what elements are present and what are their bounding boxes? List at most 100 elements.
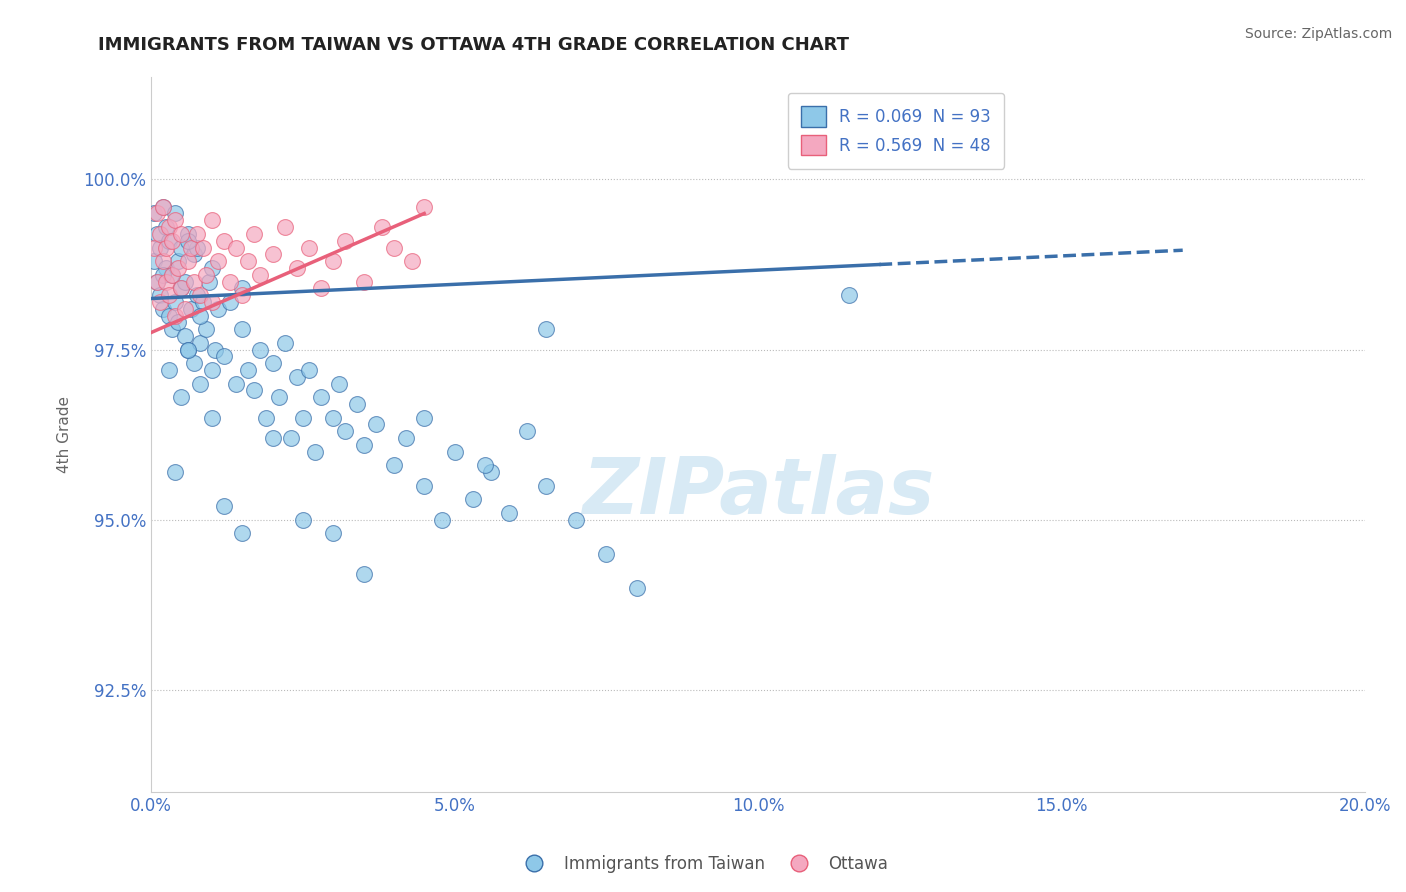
Point <box>280 431 302 445</box>
Point <box>249 268 271 282</box>
Point <box>413 200 436 214</box>
Point <box>212 234 235 248</box>
Point <box>165 206 187 220</box>
Point <box>162 322 184 336</box>
Point <box>285 369 308 384</box>
Point <box>534 322 557 336</box>
Point <box>157 234 180 248</box>
Point <box>231 288 253 302</box>
Point <box>516 424 538 438</box>
Text: Source: ZipAtlas.com: Source: ZipAtlas.com <box>1244 27 1392 41</box>
Point <box>157 309 180 323</box>
Point <box>219 275 242 289</box>
Point <box>413 478 436 492</box>
Point <box>626 581 648 595</box>
Point <box>309 281 332 295</box>
Point <box>191 294 214 309</box>
Point <box>167 254 190 268</box>
Point <box>298 240 321 254</box>
Point <box>186 240 208 254</box>
Point <box>231 526 253 541</box>
Point <box>432 513 454 527</box>
Point <box>838 288 860 302</box>
Point <box>219 294 242 309</box>
Point <box>291 410 314 425</box>
Point <box>382 240 405 254</box>
Point <box>165 294 187 309</box>
Point <box>243 384 266 398</box>
Point <box>188 376 211 391</box>
Point <box>188 309 211 323</box>
Point <box>173 301 195 316</box>
Point <box>149 288 172 302</box>
Point <box>335 424 357 438</box>
Point <box>176 254 198 268</box>
Point <box>204 343 226 357</box>
Point <box>298 363 321 377</box>
Point <box>309 390 332 404</box>
Point <box>262 247 284 261</box>
Point <box>157 288 180 302</box>
Point <box>262 356 284 370</box>
Point <box>146 275 169 289</box>
Point <box>165 213 187 227</box>
Point <box>231 322 253 336</box>
Point <box>201 213 224 227</box>
Point <box>243 227 266 241</box>
Point <box>149 294 172 309</box>
Point <box>212 349 235 363</box>
Point <box>201 410 224 425</box>
Point <box>155 220 177 235</box>
Text: IMMIGRANTS FROM TAIWAN VS OTTAWA 4TH GRADE CORRELATION CHART: IMMIGRANTS FROM TAIWAN VS OTTAWA 4TH GRA… <box>98 36 849 54</box>
Point <box>155 275 177 289</box>
Point <box>201 260 224 275</box>
Legend: R = 0.069  N = 93, R = 0.569  N = 48: R = 0.069 N = 93, R = 0.569 N = 48 <box>787 93 1004 169</box>
Point <box>191 240 214 254</box>
Point <box>165 465 187 479</box>
Point <box>231 281 253 295</box>
Point <box>170 240 193 254</box>
Point <box>143 254 166 268</box>
Legend: Immigrants from Taiwan, Ottawa: Immigrants from Taiwan, Ottawa <box>510 848 896 880</box>
Point <box>322 410 344 425</box>
Point <box>170 281 193 295</box>
Point <box>186 288 208 302</box>
Point <box>167 315 190 329</box>
Point <box>143 206 166 220</box>
Point <box>180 301 202 316</box>
Point <box>165 309 187 323</box>
Point <box>152 254 174 268</box>
Point <box>346 397 368 411</box>
Point <box>335 234 357 248</box>
Point <box>162 268 184 282</box>
Point <box>382 458 405 473</box>
Point <box>152 200 174 214</box>
Point <box>188 288 211 302</box>
Point <box>146 227 169 241</box>
Point <box>565 513 588 527</box>
Text: ZIPatlas: ZIPatlas <box>582 454 934 530</box>
Point <box>474 458 496 473</box>
Point <box>201 294 224 309</box>
Point <box>322 526 344 541</box>
Point <box>207 301 229 316</box>
Y-axis label: 4th Grade: 4th Grade <box>58 396 72 473</box>
Point <box>183 356 205 370</box>
Point <box>225 240 247 254</box>
Point <box>595 547 617 561</box>
Point <box>167 260 190 275</box>
Point <box>461 492 484 507</box>
Point <box>443 444 465 458</box>
Point <box>256 410 278 425</box>
Point <box>498 506 520 520</box>
Point <box>262 431 284 445</box>
Point <box>186 227 208 241</box>
Point <box>534 478 557 492</box>
Point <box>479 465 502 479</box>
Point <box>155 240 177 254</box>
Point <box>176 343 198 357</box>
Point <box>249 343 271 357</box>
Point <box>152 268 174 282</box>
Point <box>149 240 172 254</box>
Point <box>207 254 229 268</box>
